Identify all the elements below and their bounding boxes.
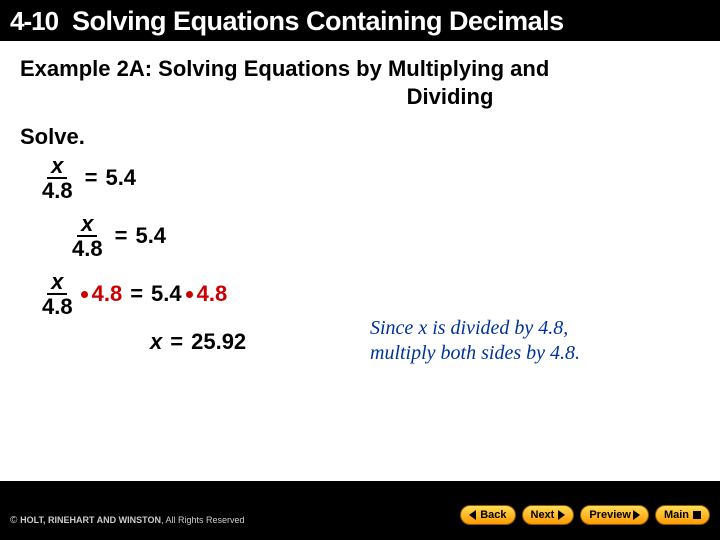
result-rhs: 25.92	[191, 329, 246, 355]
example-heading-line1: Example 2A: Solving Equations by Multipl…	[20, 55, 700, 83]
explain-line2: multiply both sides by 4.8.	[370, 342, 580, 364]
equals-sign: =	[115, 223, 128, 249]
rhs-value: 5.4	[151, 281, 182, 307]
step2-equation: x 4.8 4.8 = 5.4 4.8	[38, 270, 700, 318]
equals-sign: =	[130, 281, 143, 307]
back-button[interactable]: Back	[460, 505, 515, 525]
explain-part-a: Since	[370, 317, 418, 339]
rhs-value: 5.4	[105, 165, 136, 191]
numerator-x: x	[47, 270, 67, 295]
next-button[interactable]: Next	[522, 505, 575, 525]
chevron-right-icon	[558, 510, 565, 520]
copyright-rights: , All Rights Reserved	[161, 515, 245, 525]
mult-factor-right: 4.8	[197, 281, 228, 307]
denominator: 4.8	[68, 237, 107, 260]
example-heading-line2: Dividing	[200, 83, 700, 111]
mult-factor-left: 4.8	[92, 281, 123, 307]
copyright-publisher: HOLT, RINEHART AND WINSTON	[20, 515, 161, 525]
copyright-mark: ©	[10, 515, 20, 526]
fraction: x 4.8	[38, 154, 77, 202]
equals-sign: =	[85, 165, 98, 191]
fraction: x 4.8	[68, 212, 107, 260]
solve-label: Solve.	[20, 124, 700, 150]
slide-title: Solving Equations Containing Decimals	[72, 6, 564, 37]
slide-header: 4-10 Solving Equations Containing Decima…	[0, 0, 720, 41]
explain-var: x	[418, 317, 427, 339]
numerator-x: x	[77, 212, 97, 237]
main-button[interactable]: Main	[655, 505, 710, 525]
numerator-x: x	[47, 154, 67, 179]
fraction: x 4.8	[38, 270, 77, 318]
back-label: Back	[480, 509, 506, 521]
dot-icon	[186, 291, 193, 298]
chevron-right-icon	[633, 510, 640, 520]
problem-equation: x 4.8 = 5.4	[38, 154, 700, 202]
chevron-left-icon	[469, 510, 476, 520]
section-number: 4-10	[10, 6, 58, 37]
main-label: Main	[664, 509, 689, 521]
step1-equation: x 4.8 = 5.4	[68, 212, 700, 260]
stop-icon	[693, 511, 701, 519]
copyright-text: © HOLT, RINEHART AND WINSTON, All Rights…	[10, 515, 245, 526]
preview-button[interactable]: Preview	[580, 505, 649, 525]
result-lhs: x	[150, 329, 162, 355]
equals-sign: =	[170, 329, 183, 355]
preview-label: Preview	[589, 509, 631, 521]
denominator: 4.8	[38, 295, 77, 318]
content-area: Example 2A: Solving Equations by Multipl…	[0, 41, 720, 481]
denominator: 4.8	[38, 179, 77, 202]
next-label: Next	[531, 509, 555, 521]
dot-icon	[81, 291, 88, 298]
explanation-text: Since x is divided by 4.8, multiply both…	[370, 316, 690, 366]
explain-part-b: is divided by 4.8,	[427, 317, 568, 339]
example-heading: Example 2A: Solving Equations by Multipl…	[20, 55, 700, 110]
rhs-value: 5.4	[135, 223, 166, 249]
footer-bar: © HOLT, RINEHART AND WINSTON, All Rights…	[0, 490, 720, 540]
